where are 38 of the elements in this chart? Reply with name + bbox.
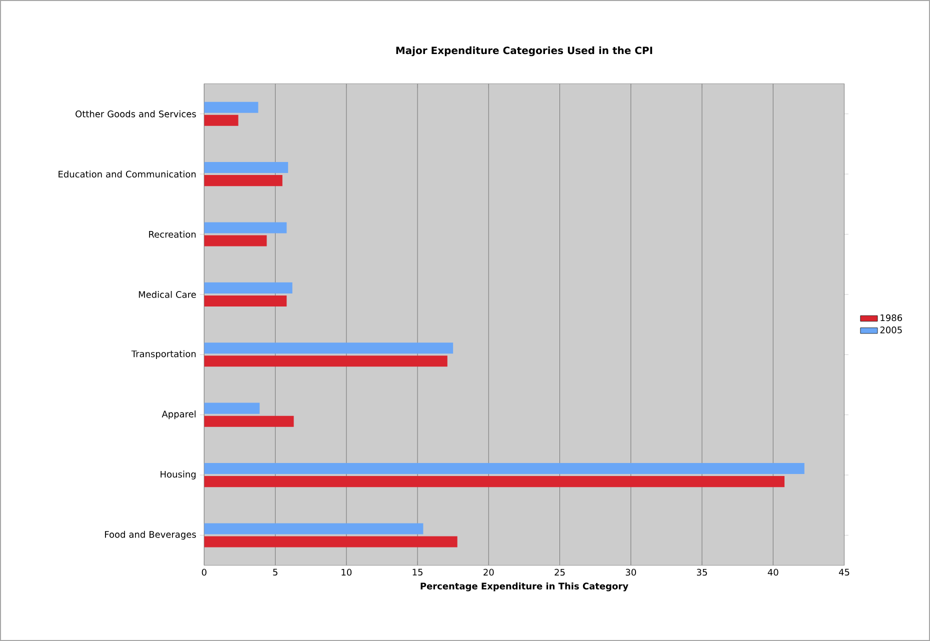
bar [204,536,458,548]
y-tick-label: Education and Communication [58,170,196,178]
bar [204,102,258,113]
bar [204,342,454,354]
y-tick-label: Food and Beverages [105,530,196,540]
bar [204,222,287,234]
x-tick-label: 30 [626,568,636,576]
bar [204,462,804,474]
bar [204,476,784,488]
bar [204,402,260,414]
x-tick-label: 0 [202,568,206,576]
x-tick-label: 15 [412,568,422,576]
legend-label: 2005 [880,326,902,334]
x-tick-label: 25 [554,568,565,576]
bar [204,523,424,534]
y-tick-label: Medical Care [138,290,196,298]
bar [204,162,288,174]
x-tick-label: 35 [696,568,707,576]
legend-label: 1986 [880,314,902,322]
chart-title: Major Expenditure Categories Used in the CPI [396,46,652,56]
bar [204,114,238,126]
bar [204,175,282,186]
x-tick-label: 45 [838,568,850,576]
x-tick-label: 20 [484,568,494,576]
bar [204,235,267,246]
y-tick-label: Otther Goods and Services [76,110,196,118]
x-tick-label: 10 [342,568,352,576]
y-tick-label: Apparel [162,410,196,420]
bar [204,282,292,294]
bar [204,295,287,306]
bar [204,416,294,427]
x-tick-label: 5 [273,568,278,576]
x-tick-label: 40 [768,568,778,576]
y-tick-label: Transportation [131,350,196,359]
y-tick-label: Housing [160,470,196,480]
bar [204,356,448,367]
y-tick-label: Recreation [149,230,196,238]
x-axis-title: Percentage Expenditure in This Category [420,582,628,592]
